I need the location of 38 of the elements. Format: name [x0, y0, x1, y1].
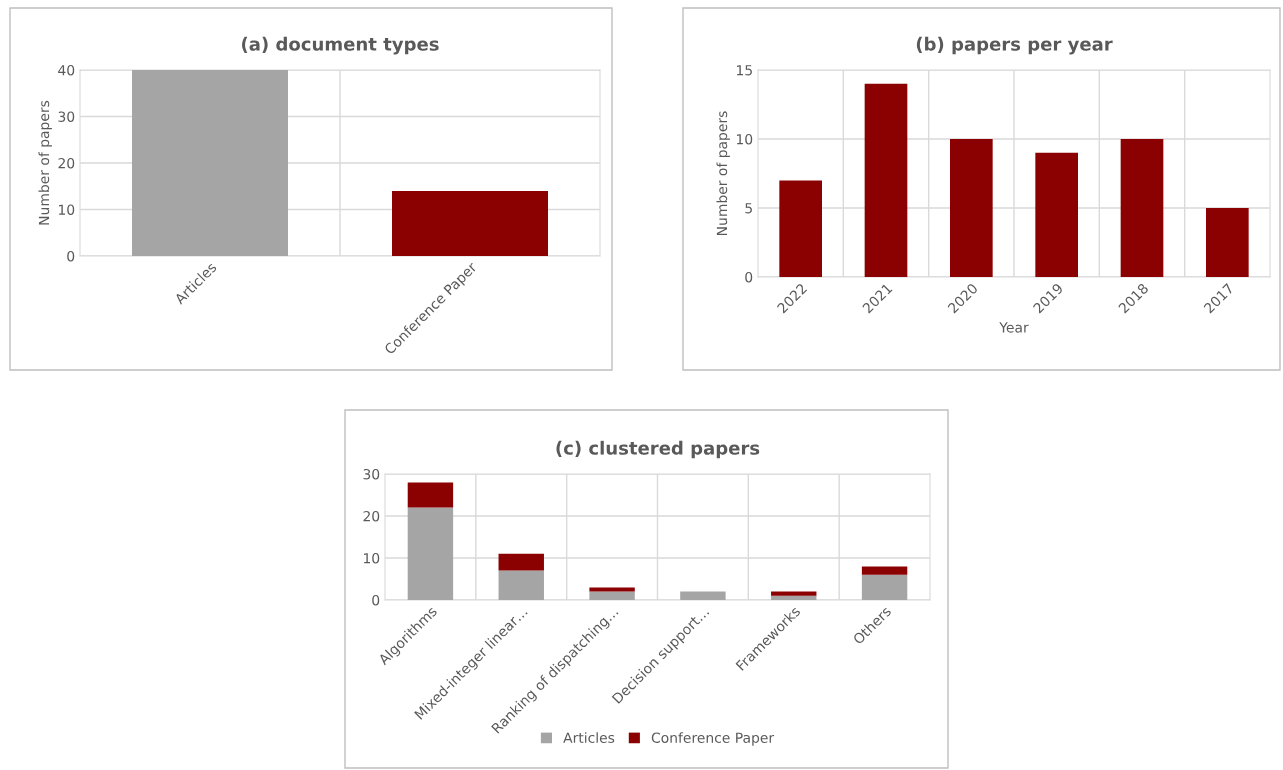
- bar: [771, 591, 817, 596]
- bar: [680, 591, 726, 600]
- bar: [779, 180, 822, 277]
- y-tick-label: 15: [736, 65, 752, 76]
- bar: [1206, 208, 1249, 277]
- bar: [1035, 152, 1078, 277]
- y-tick-label: 20: [363, 510, 380, 522]
- y-tick-label: 0: [372, 594, 380, 606]
- bar: [861, 566, 908, 575]
- chart-title: (c) clustered papers: [556, 440, 760, 459]
- bar: [407, 507, 454, 600]
- bar: [861, 574, 908, 600]
- y-tick-label: 0: [745, 271, 753, 283]
- y-tick-label: 30: [58, 111, 75, 122]
- bar: [498, 553, 544, 571]
- y-tick-label: 10: [736, 133, 753, 145]
- y-tick-label: 40: [58, 64, 75, 76]
- y-tick-label: 10: [58, 204, 75, 215]
- bar: [498, 570, 544, 600]
- bar: [950, 139, 993, 277]
- legend-label: Conference Paper: [651, 732, 775, 746]
- bar: [864, 83, 908, 277]
- y-tick-label: 5: [745, 203, 752, 214]
- chart-title: (a) document types: [242, 36, 439, 55]
- bar: [589, 587, 635, 592]
- y-tick-label: 0: [67, 250, 75, 262]
- y-tick-label: 30: [363, 468, 380, 480]
- bar: [771, 595, 817, 600]
- bar: [1120, 139, 1164, 277]
- bar: [589, 591, 635, 600]
- y-tick-label: 20: [58, 157, 75, 169]
- bar: [407, 482, 454, 508]
- y-axis-title: Number of papers: [38, 100, 52, 225]
- y-axis-title: Number of papers: [716, 111, 730, 235]
- chart-title: (b) papers per year: [916, 36, 1113, 55]
- legend-label: Articles: [563, 732, 615, 743]
- y-tick-label: 10: [363, 552, 380, 564]
- x-axis-title: Year: [999, 322, 1029, 333]
